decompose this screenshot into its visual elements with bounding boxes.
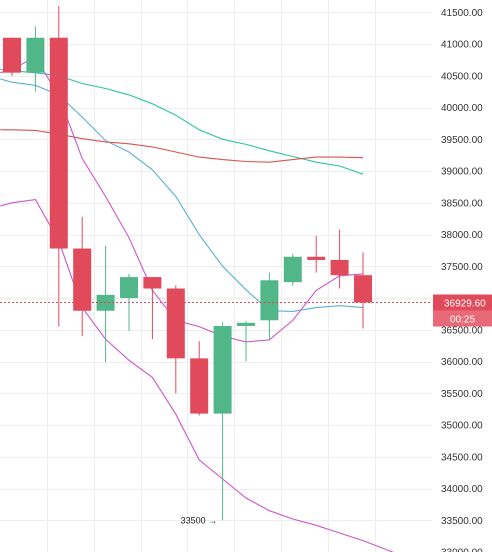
y-axis-tick-label: 37500.00 [441, 262, 483, 273]
candle-body[interactable] [143, 277, 162, 289]
candle-body[interactable] [190, 358, 209, 414]
y-axis-tick-label: 39500.00 [441, 135, 483, 146]
y-axis-tick-label: 40500.00 [441, 71, 483, 82]
current-price-label: 36929.60 [444, 299, 486, 310]
candle-body[interactable] [307, 256, 326, 260]
candle-body[interactable] [49, 37, 68, 249]
candle-body[interactable] [3, 37, 21, 73]
y-axis-tick-label: 40000.00 [441, 103, 483, 114]
y-axis-tick-label: 34500.00 [441, 452, 483, 463]
y-axis-tick-label: 36000.00 [441, 357, 483, 368]
candle-body[interactable] [283, 256, 302, 283]
candle-body[interactable] [260, 280, 279, 321]
y-axis-tick-label: 35500.00 [441, 389, 483, 400]
candle-body[interactable] [166, 288, 185, 359]
low-price-annotation: 33500 → [181, 515, 218, 525]
candle-body[interactable] [73, 248, 92, 311]
candle-body[interactable] [26, 37, 45, 73]
candle-body[interactable] [213, 325, 232, 414]
candle-body[interactable] [330, 259, 349, 276]
y-axis-tick-label: 34000.00 [441, 484, 483, 495]
y-axis-tick-label: 39000.00 [441, 167, 483, 178]
y-axis-tick-label: 38000.00 [441, 230, 483, 241]
y-axis-tick-label: 38500.00 [441, 198, 483, 209]
y-axis-tick-label: 33000.00 [441, 548, 483, 552]
current-price-label-box [433, 294, 492, 311]
y-axis-tick-label: 41500.00 [441, 8, 483, 19]
candle-body[interactable] [354, 275, 372, 303]
countdown-label: 00:25 [450, 315, 475, 326]
y-axis-tick-label: 35000.00 [441, 421, 483, 432]
countdown-label-box [433, 310, 492, 327]
candle-body[interactable] [120, 277, 138, 299]
y-axis-tick-label: 33500.00 [441, 516, 483, 527]
candle-body[interactable] [237, 322, 255, 326]
y-axis-tick-label: 41000.00 [441, 40, 483, 51]
y-axis-tick-label: 36500.00 [441, 325, 483, 336]
